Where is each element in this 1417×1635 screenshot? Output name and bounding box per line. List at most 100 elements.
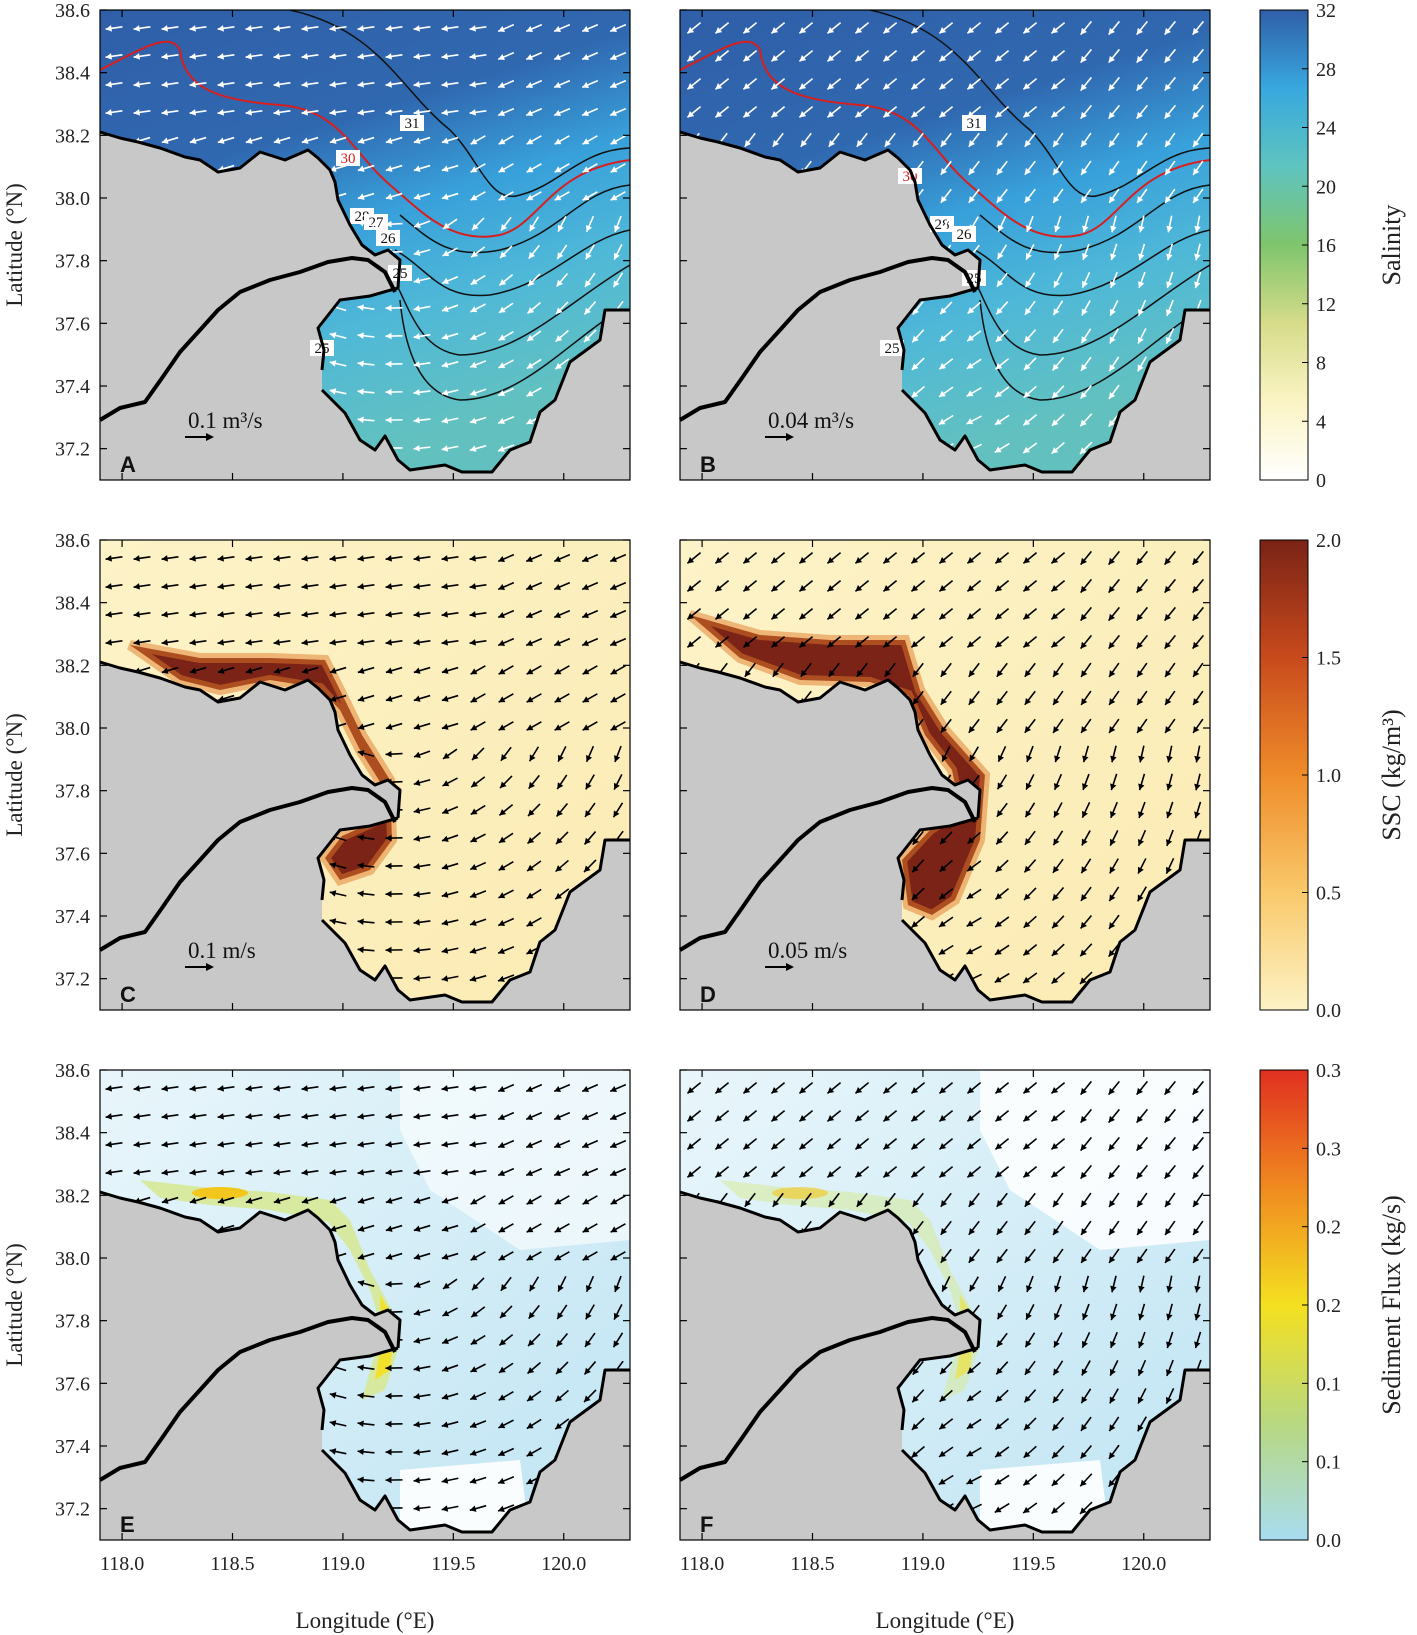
vector-arrow — [1164, 76, 1176, 92]
vector-arrow — [910, 1110, 926, 1122]
vector-arrow — [161, 1113, 179, 1120]
vector-arrow — [1136, 606, 1148, 622]
vector-arrow — [882, 50, 898, 62]
vector-arrow — [1026, 745, 1034, 763]
vector-arrow — [1192, 1248, 1204, 1264]
vector-arrow — [499, 1305, 513, 1319]
vector-arrow — [161, 1196, 179, 1204]
vector-arrow — [968, 1248, 980, 1264]
coastline — [678, 1316, 977, 1482]
vector-arrow — [968, 718, 980, 734]
vector-arrow — [189, 81, 207, 88]
vector-arrow — [413, 333, 431, 340]
vector-arrow — [497, 1447, 515, 1457]
vector-arrow — [413, 583, 431, 590]
vector-arrow — [357, 722, 375, 730]
vector-arrow — [469, 81, 487, 88]
vector-arrow — [498, 721, 514, 731]
vector-arrow — [1192, 550, 1204, 566]
vector-arrow — [910, 580, 926, 592]
colorbar-tick-label: 0.1 — [1316, 1452, 1341, 1474]
vector-arrow — [385, 1392, 403, 1400]
vector-arrow — [1137, 1359, 1147, 1377]
vector-arrow — [329, 109, 347, 116]
vector-arrow — [742, 1166, 758, 1178]
vector-arrow — [469, 946, 487, 954]
vector-arrow — [161, 81, 179, 88]
vector-arrow — [1110, 243, 1118, 261]
vector-arrow — [966, 917, 982, 927]
shoreline — [99, 130, 630, 474]
vector-arrow — [1022, 1502, 1038, 1514]
y-tick-label: 38.2 — [55, 125, 90, 147]
y-tick-label: 37.8 — [55, 251, 90, 273]
vector-arrow — [940, 1248, 952, 1264]
vector-arrow — [1109, 858, 1119, 874]
vector-arrow — [441, 1113, 459, 1120]
vector-arrow — [555, 272, 569, 288]
vector-arrow — [357, 25, 375, 32]
vector-arrow — [1079, 914, 1093, 930]
x-tick-label: 119.0 — [901, 1553, 945, 1575]
coastline — [678, 786, 977, 952]
vector-arrow — [553, 637, 571, 647]
vector-arrow — [413, 1085, 431, 1092]
vector-arrow — [826, 50, 842, 62]
panel-c: C 0.1 m/s — [98, 539, 631, 1011]
vector-arrow — [1164, 20, 1176, 36]
axis-ticks — [100, 1069, 630, 1540]
vector-arrow — [413, 361, 431, 368]
shoreline — [99, 660, 630, 1004]
vector-arrow — [1108, 662, 1120, 678]
vector-arrow — [357, 1280, 375, 1288]
vector-arrow — [385, 388, 403, 396]
vector-arrow — [498, 135, 514, 145]
vector-arrow — [273, 109, 291, 116]
y-tick-label: 38.6 — [55, 530, 90, 552]
axis-ticks — [100, 539, 630, 1010]
vector-arrow — [770, 636, 786, 648]
vector-arrow — [884, 1192, 896, 1208]
vector-arrow — [385, 666, 403, 674]
vector-arrow — [770, 78, 786, 90]
vector-arrow — [1022, 972, 1038, 984]
vector-arrow — [133, 583, 151, 590]
vector-arrow — [1022, 608, 1038, 620]
colorbar-tick-label: 28 — [1316, 59, 1336, 81]
vector-arrow — [1080, 1080, 1092, 1096]
vector-arrow — [1138, 801, 1146, 819]
vector-arrow — [1108, 1192, 1120, 1208]
vector-arrow — [413, 666, 431, 674]
vector-arrow — [1080, 1248, 1092, 1264]
vector-arrow — [273, 136, 291, 144]
vector-arrow — [526, 1390, 542, 1402]
vector-arrow — [996, 1248, 1008, 1264]
vector-arrow — [882, 106, 898, 118]
vector-arrow — [526, 1418, 542, 1430]
vector-arrow — [301, 583, 319, 590]
vector-arrow — [1136, 718, 1148, 734]
vector-arrow — [413, 25, 431, 32]
vector-arrow — [1053, 773, 1063, 791]
vector-arrow — [1194, 243, 1201, 261]
vector-arrow — [969, 216, 979, 232]
vector-arrow — [800, 1192, 812, 1208]
vector-arrow — [413, 1169, 431, 1176]
vector-arrow — [470, 191, 486, 201]
vector-arrow — [938, 78, 954, 90]
vector-arrow — [525, 581, 543, 591]
vector-arrow — [938, 1138, 954, 1150]
vector-arrow — [828, 662, 840, 678]
vector-arrow — [996, 272, 1008, 288]
vector-arrow — [357, 81, 375, 88]
vector-arrow — [1192, 606, 1204, 622]
vector-arrow — [499, 245, 513, 259]
vector-arrow — [469, 1169, 487, 1176]
vector-arrow — [385, 694, 403, 702]
vector-arrow — [217, 1113, 235, 1120]
vector-arrow — [497, 387, 515, 397]
vector-arrow — [497, 1083, 515, 1093]
vector-arrow — [826, 78, 842, 90]
vector-arrow — [470, 665, 486, 675]
vector-arrow — [609, 1139, 627, 1149]
